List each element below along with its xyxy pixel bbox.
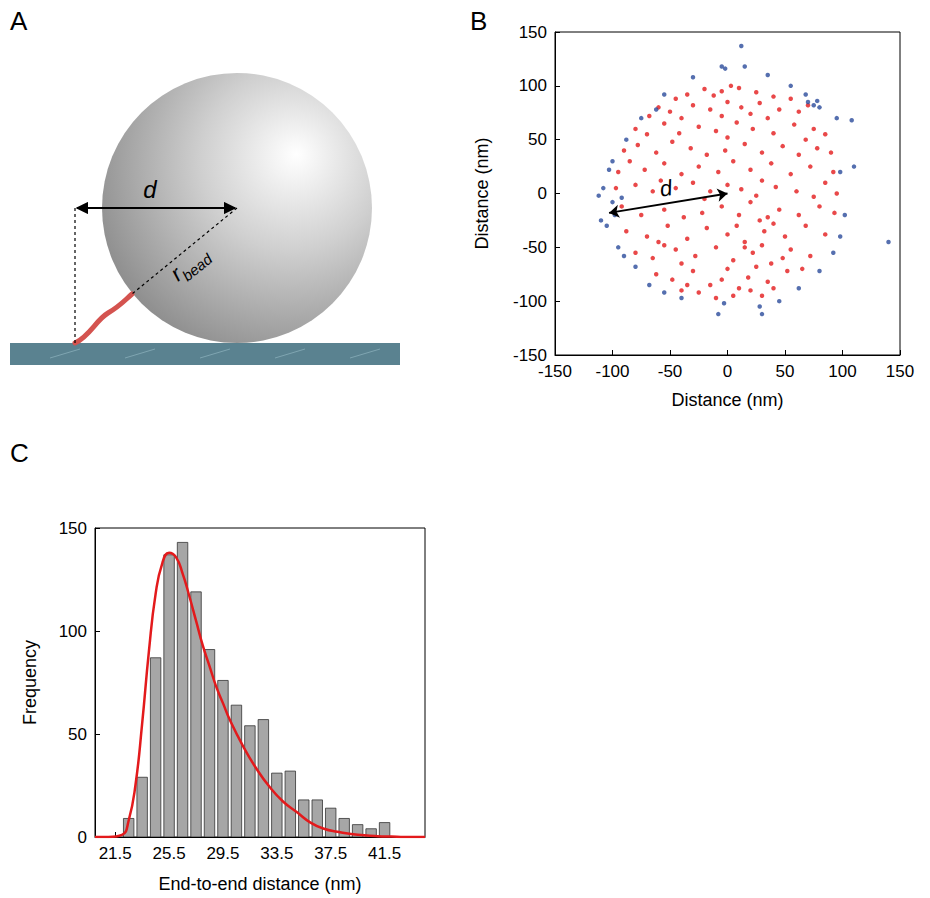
svg-text:100: 100: [59, 622, 87, 641]
svg-text:41.5: 41.5: [368, 844, 401, 863]
svg-text:100: 100: [519, 76, 547, 95]
svg-text:-50: -50: [658, 362, 683, 381]
svg-text:50: 50: [528, 130, 547, 149]
svg-text:25.5: 25.5: [153, 844, 186, 863]
svg-text:-100: -100: [595, 362, 629, 381]
svg-text:150: 150: [886, 362, 914, 381]
svg-text:0: 0: [538, 184, 547, 203]
svg-text:-50: -50: [522, 238, 547, 257]
svg-text:37.5: 37.5: [314, 844, 347, 863]
svg-text:B: B: [470, 6, 487, 36]
svg-text:150: 150: [519, 23, 547, 42]
svg-text:-150: -150: [513, 345, 547, 365]
svg-text:d: d: [143, 176, 157, 203]
svg-text:C: C: [10, 438, 29, 468]
svg-text:33.5: 33.5: [260, 844, 293, 863]
svg-text:50: 50: [68, 725, 87, 744]
svg-text:d: d: [658, 175, 675, 202]
svg-text:0: 0: [78, 828, 87, 847]
svg-text:29.5: 29.5: [206, 844, 239, 863]
svg-text:-100: -100: [513, 292, 547, 311]
svg-text:150: 150: [59, 519, 87, 538]
svg-text:100: 100: [828, 362, 856, 381]
svg-text:Distance (nm): Distance (nm): [472, 137, 492, 249]
svg-text:Frequency: Frequency: [20, 640, 40, 725]
svg-text:A: A: [10, 6, 28, 36]
svg-text:50: 50: [776, 362, 795, 381]
svg-text:rbead: rbead: [165, 240, 215, 289]
svg-text:0: 0: [723, 362, 732, 381]
svg-text:-150: -150: [538, 362, 572, 381]
svg-text:21.5: 21.5: [99, 844, 132, 863]
svg-text:End-to-end distance (nm): End-to-end distance (nm): [158, 874, 361, 894]
svg-text:Distance (nm): Distance (nm): [671, 390, 783, 410]
